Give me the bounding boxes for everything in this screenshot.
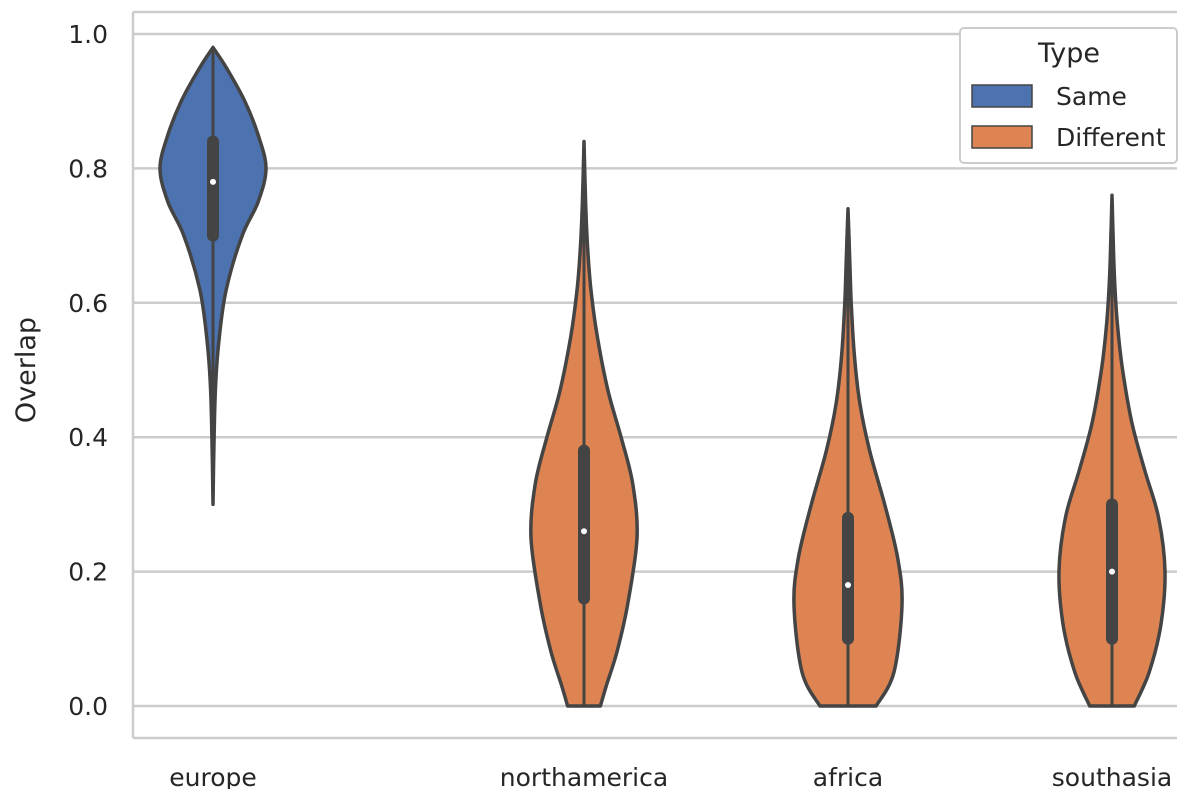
y-tick-label: 1.0 [68, 20, 108, 49]
violin-median-dot [845, 582, 851, 589]
x-tick-label: northamerica [500, 763, 668, 789]
legend: Type Same Different [959, 27, 1178, 164]
violins [158, 45, 1167, 708]
x-tick-label: southasia [1052, 763, 1172, 789]
legend-title: Type [1037, 38, 1100, 69]
violin-median-dot [210, 178, 216, 185]
legend-label: Different [1056, 123, 1166, 152]
y-tick-label: 0.6 [68, 289, 108, 318]
legend-swatch-different [971, 125, 1033, 149]
y-tick-label: 0.4 [68, 423, 108, 452]
violin-median-dot [1109, 568, 1115, 575]
y-tick-label: 0.0 [68, 692, 108, 721]
x-tick-label: africa [813, 763, 883, 789]
legend-label: Same [1056, 82, 1127, 111]
y-tick-label: 0.2 [68, 558, 108, 587]
axes [131, 10, 1177, 740]
x-tick-label: europe [169, 763, 257, 789]
tick-labels: 0.0 0.2 0.4 0.6 0.8 1.0 europe northamerica afri… [68, 20, 1172, 789]
violin-median-dot [581, 528, 587, 535]
grid-lines [133, 32, 1177, 708]
legend-swatch-same [971, 84, 1033, 108]
y-axis-label: Overlap [11, 317, 42, 423]
y-tick-label: 0.8 [68, 154, 108, 183]
